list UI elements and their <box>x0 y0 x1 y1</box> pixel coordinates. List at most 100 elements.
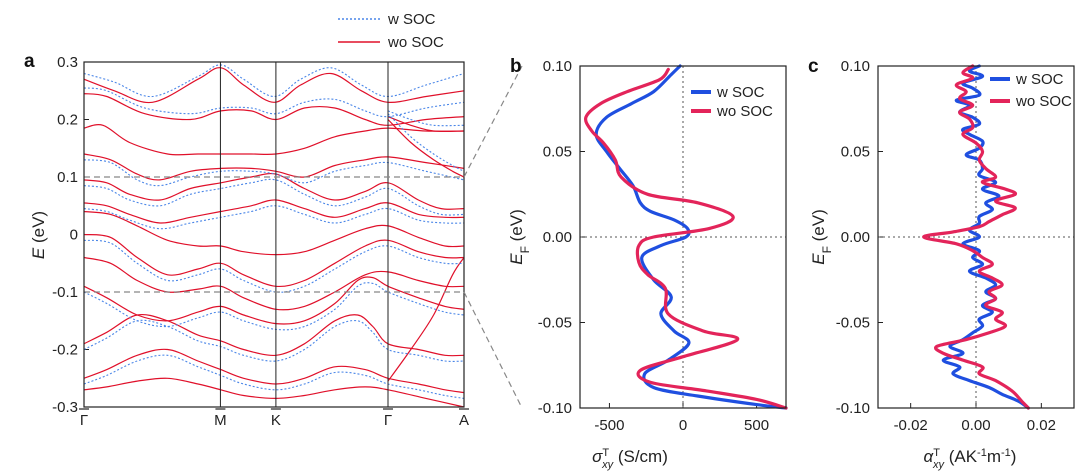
panel-a-ytick-label: 0.3 <box>57 54 78 71</box>
panel-a-ylabel: E (eV) <box>29 211 48 259</box>
panel-a-kpoint-label: Γ <box>384 412 392 429</box>
legend-c-wsoc-label: w SOC <box>1015 71 1064 88</box>
panel-a-kpoint-label: A <box>459 412 469 429</box>
panel-a-ytick-label: -0.2 <box>52 342 78 359</box>
band-wo-soc <box>83 276 465 325</box>
panel-a-ytick-label: -0.3 <box>52 399 78 416</box>
band-wo-soc <box>83 67 465 104</box>
panel-b-letter: b <box>510 56 522 77</box>
panel-b-xtick-label: -500 <box>594 417 624 434</box>
panel-b-ylabel-sub: F <box>518 246 532 253</box>
panel-b-xtick-label: 500 <box>744 417 769 434</box>
panel-b-ytick-label: 0.00 <box>543 229 572 246</box>
band-wo-soc <box>387 116 465 133</box>
panel-b-ytick-label: -0.05 <box>538 315 572 332</box>
panel-a-kpoint-label: Γ <box>80 412 88 429</box>
panel-a-ylabel-symbol: E <box>29 247 48 259</box>
band-wo-soc <box>83 313 465 357</box>
panel-c-ticks: -0.10 -0.05 0.00 0.05 0.10 -0.02 0.00 0.02 <box>836 58 1056 434</box>
panel-a: a E (eV) -0.3 -0.2 -0.1 0 0.1 0.2 0.3 Γ M K Γ A <box>24 51 469 429</box>
panel-c-xlabel-sup: T <box>933 447 940 459</box>
panel-c-series <box>922 64 1030 410</box>
panel-a-ytick-label: 0.1 <box>57 169 78 186</box>
band-w-soc <box>83 205 465 230</box>
panel-a-ytick-label: -0.1 <box>52 284 78 301</box>
panel-c-xlabel-unit-mid: m <box>987 447 1001 466</box>
panel-c-ytick-label: 0.10 <box>841 58 870 75</box>
zoom-connector-top <box>463 65 523 178</box>
band-wo-soc <box>83 153 465 181</box>
panel-c-ytick-label: -0.05 <box>836 315 870 332</box>
band-wo-soc <box>83 233 465 288</box>
panel-c-line-wo-soc <box>922 64 1030 410</box>
panel-c-ylabel-sub: F <box>820 246 834 253</box>
panel-b-ytick-label: 0.05 <box>543 144 572 161</box>
panel-a-ytick-label: 0 <box>70 227 78 244</box>
panel-c-xlabel-unit-sup1: -1 <box>977 447 987 459</box>
band-w-soc <box>83 178 465 216</box>
band-w-soc <box>387 110 465 127</box>
panel-c-xlabel-unit-pre: (AK <box>944 447 978 466</box>
panel-b-ytick-label: 0.10 <box>543 58 572 75</box>
panel-c-xlabel-symbol: α <box>924 447 935 466</box>
panel-a-guides <box>84 176 464 293</box>
band-w-soc <box>83 239 465 293</box>
band-w-soc <box>83 319 465 362</box>
legend-c: w SOC wo SOC <box>990 71 1072 110</box>
legend-a: w SOC wo SOC <box>338 11 444 51</box>
panel-b-ylabel-symbol: E <box>507 253 526 265</box>
panel-c-xtick-label: -0.02 <box>894 417 928 434</box>
panel-b-xlabel-symbol: σ <box>592 447 603 466</box>
panel-c-xtick-label: 0.00 <box>961 417 990 434</box>
panel-c: c EF (eV) αT xy (AK-1m-1) -0.10-0.050.000… <box>808 56 1075 471</box>
panel-b-line-w-soc <box>594 64 788 410</box>
panel-b-ticks: -0.10 -0.05 0.00 0.05 0.10 -500 0 500 <box>538 58 769 434</box>
band-w-soc <box>387 113 465 172</box>
band-wo-soc <box>387 257 465 382</box>
panel-c-xlabel-sub: xy <box>932 459 946 471</box>
legend-b-wsoc-label: w SOC <box>716 84 765 101</box>
panel-b-xlabel-unit: (S/cm) <box>613 447 668 466</box>
legend-c-wosoc-label: wo SOC <box>1015 93 1072 110</box>
panel-b-xtick-label: 0 <box>679 417 687 434</box>
panel-c-xtick-label: 0.02 <box>1027 417 1056 434</box>
panel-c-ytick-label: 0.00 <box>841 229 870 246</box>
band-wo-soc <box>387 119 465 178</box>
legend-b-wosoc-label: wo SOC <box>716 103 773 120</box>
panel-a-yticks: -0.3 -0.2 -0.1 0 0.1 0.2 0.3 <box>52 54 89 416</box>
panel-a-kpoint-label: M <box>214 412 227 429</box>
panel-c-ylabel: EF (eV) <box>809 209 834 265</box>
panel-c-ytick-label: 0.05 <box>841 144 870 161</box>
band-w-soc <box>83 159 465 187</box>
band-w-soc <box>83 282 465 331</box>
panel-b-xlabel-sub: xy <box>601 459 615 471</box>
band-wo-soc <box>83 93 465 126</box>
panel-a-letter: a <box>24 51 35 72</box>
panel-c-xlabel-unit-post: ) <box>1011 447 1017 466</box>
panel-c-ylabel-unit: (eV) <box>809 209 828 246</box>
panel-c-zero-lines <box>878 66 1074 408</box>
panel-b-frame <box>579 65 787 409</box>
panel-b-series <box>584 64 788 410</box>
zoom-connectors <box>463 65 523 409</box>
panel-c-ytick-label: -0.10 <box>836 400 870 417</box>
band-wo-soc <box>83 377 465 408</box>
legend-b: w SOC wo SOC <box>691 84 773 120</box>
panel-b-xlabel-sup: T <box>602 447 609 459</box>
panel-b-line-wo-soc <box>584 67 788 410</box>
panel-b-ylabel-unit: (eV) <box>507 209 526 246</box>
panel-b-ylabel: EF (eV) <box>507 209 532 265</box>
panel-c-xlabel: αT xy (AK-1m-1) <box>924 447 1017 471</box>
panel-c-frame <box>877 65 1075 409</box>
panel-a-kpoint-lines <box>219 62 389 407</box>
band-wo-soc <box>83 124 465 156</box>
panel-a-frame <box>83 61 465 408</box>
legend-a-wsoc-label: w SOC <box>387 11 436 28</box>
panel-c-xlabel-unit-sup2: -1 <box>1001 447 1011 459</box>
band-w-soc <box>83 64 465 98</box>
panel-c-letter: c <box>808 56 819 77</box>
panel-b: b EF (eV) σT xy (S/cm) -0.10 -0.05 0.00 0.05… <box>507 56 788 471</box>
zoom-connector-bottom <box>463 291 523 409</box>
